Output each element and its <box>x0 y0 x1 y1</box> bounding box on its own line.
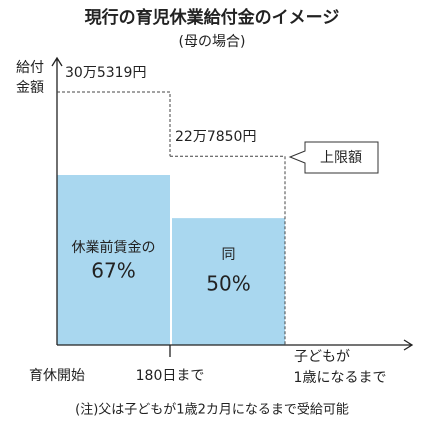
cap-line <box>57 91 171 157</box>
cap-label: 22万7850円 <box>175 129 256 145</box>
y-axis-label: 給付 <box>16 60 44 76</box>
cap-line <box>170 155 286 345</box>
bar <box>57 175 170 345</box>
y-axis-label: 金額 <box>16 80 44 96</box>
x-tick-label: 1歳になるまで <box>294 370 387 386</box>
x-axis <box>57 339 414 351</box>
callout-box <box>288 141 379 174</box>
callout-text: 上限額 <box>320 150 362 166</box>
chart-subtitle: (母の場合) <box>179 34 246 50</box>
x-tick-label: 育休開始 <box>29 368 85 384</box>
chart-title: 現行の育児休業給付金のイメージ <box>85 7 340 28</box>
bar-label: 同 <box>222 247 236 263</box>
cap-label: 30万5319円 <box>65 65 146 81</box>
value-label: 67% <box>91 259 135 283</box>
value-label: 50% <box>206 272 250 296</box>
bar <box>172 218 285 345</box>
note: (注)父は子どもが1歳2カ月になるまで受給可能 <box>75 403 349 418</box>
y-axis <box>51 56 63 345</box>
x-tick-label: 子どもが <box>294 349 350 365</box>
bar-label: 休業前賃金の <box>72 239 156 256</box>
x-tick-label: 180日まで <box>136 368 205 384</box>
